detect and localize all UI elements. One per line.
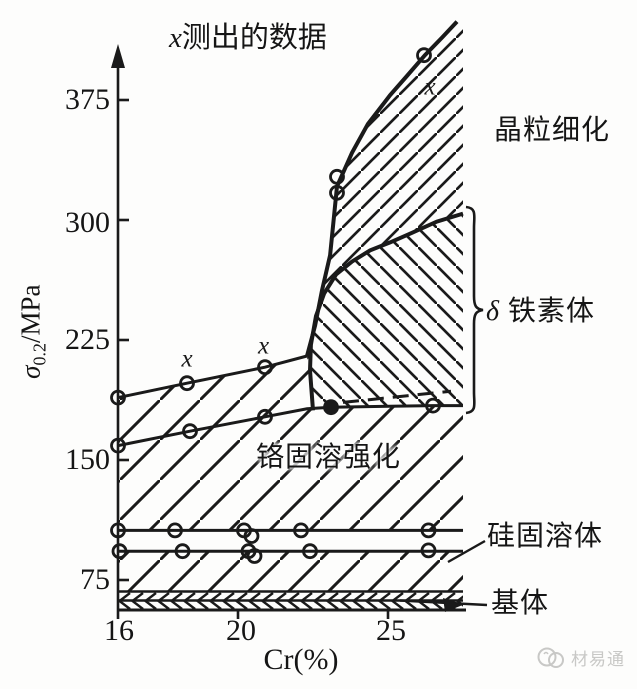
data-point-marker xyxy=(179,375,195,392)
data-point-marker xyxy=(110,522,126,539)
label-cr-solid-solution: 铬固溶强化 xyxy=(256,442,402,473)
x-tick-25: 25 xyxy=(376,614,406,647)
x-mark-annotation: x xyxy=(180,346,192,373)
x-axis-label: Cr(%) xyxy=(263,643,339,676)
title-text: 测出的数据 xyxy=(181,22,327,54)
x-tick-16: 16 xyxy=(104,614,134,647)
watermark-text: 材易通 xyxy=(571,649,625,669)
data-point-marker xyxy=(110,437,126,454)
series-line-cr-solid-solution-line xyxy=(117,404,463,448)
sigma-symbol: σ xyxy=(15,365,46,379)
matrix-arrow xyxy=(399,598,488,612)
data-point-marker xyxy=(329,168,345,185)
series-line-measured-yield-strength-low-cr xyxy=(117,354,308,400)
data-point-marker xyxy=(174,543,191,560)
series-line-grain-refinement-curve xyxy=(305,20,459,357)
data-point-marker xyxy=(246,548,263,564)
x-tick-20: 20 xyxy=(226,614,256,647)
data-point-marker xyxy=(329,184,345,201)
data-point-marker xyxy=(182,423,198,440)
title-x-symbol: x xyxy=(169,22,182,54)
data-point-marker xyxy=(420,542,437,559)
data-point-marker xyxy=(243,528,260,544)
y-tick-225: 225 xyxy=(65,323,110,356)
data-point-marker xyxy=(293,522,309,539)
region-si-solid-solution xyxy=(118,551,463,592)
delta-ferrite-text: 铁素体 xyxy=(508,296,596,327)
axes xyxy=(111,44,466,619)
region-grain-refinement xyxy=(307,20,463,411)
hatched-regions xyxy=(118,20,463,610)
data-point-markers xyxy=(110,47,441,564)
data-point-marker xyxy=(420,522,437,539)
label-matrix: 基体 xyxy=(491,588,550,619)
label-grain-refinement: 晶粒细化 xyxy=(494,115,611,146)
data-point-marker xyxy=(167,522,183,539)
data-point-marker xyxy=(257,359,273,376)
annotations: x x x xyxy=(180,74,435,373)
data-point-marker xyxy=(425,397,441,414)
delta-ferrite-brace xyxy=(465,205,484,415)
y-tick-75: 75 xyxy=(80,563,110,596)
data-point-marker xyxy=(111,543,128,560)
label-delta-ferrite: δ 铁素体 xyxy=(486,298,595,326)
delta-symbol: δ xyxy=(486,296,501,327)
y-tick-150: 150 xyxy=(65,443,110,476)
si-solid-solution-leader-line xyxy=(447,539,486,564)
data-point-marker xyxy=(323,399,339,416)
y-tick-375: 375 xyxy=(65,83,110,116)
y-axis-arrowhead xyxy=(111,44,125,68)
watermark: 材易通 xyxy=(535,644,625,674)
x-mark-annotation: x xyxy=(257,333,269,360)
series-line-cr-solution-extrapolation-dashed xyxy=(342,389,452,404)
data-point-marker xyxy=(416,47,432,64)
region-delta-ferrite xyxy=(310,213,463,411)
data-point-marker xyxy=(257,408,273,425)
data-point-marker xyxy=(110,389,126,406)
x-mark-annotation: x xyxy=(423,74,435,101)
series-line-delta-ferrite-upper-curve xyxy=(307,211,464,411)
region-cr-solid-solution xyxy=(118,356,463,531)
data-point-marker xyxy=(302,543,318,560)
watermark-logo-icon xyxy=(537,647,564,668)
chart-title: x测出的数据 xyxy=(169,24,327,53)
y-tick-300: 300 xyxy=(65,206,110,239)
label-si-solid-solution: 硅固溶体 xyxy=(487,521,604,552)
